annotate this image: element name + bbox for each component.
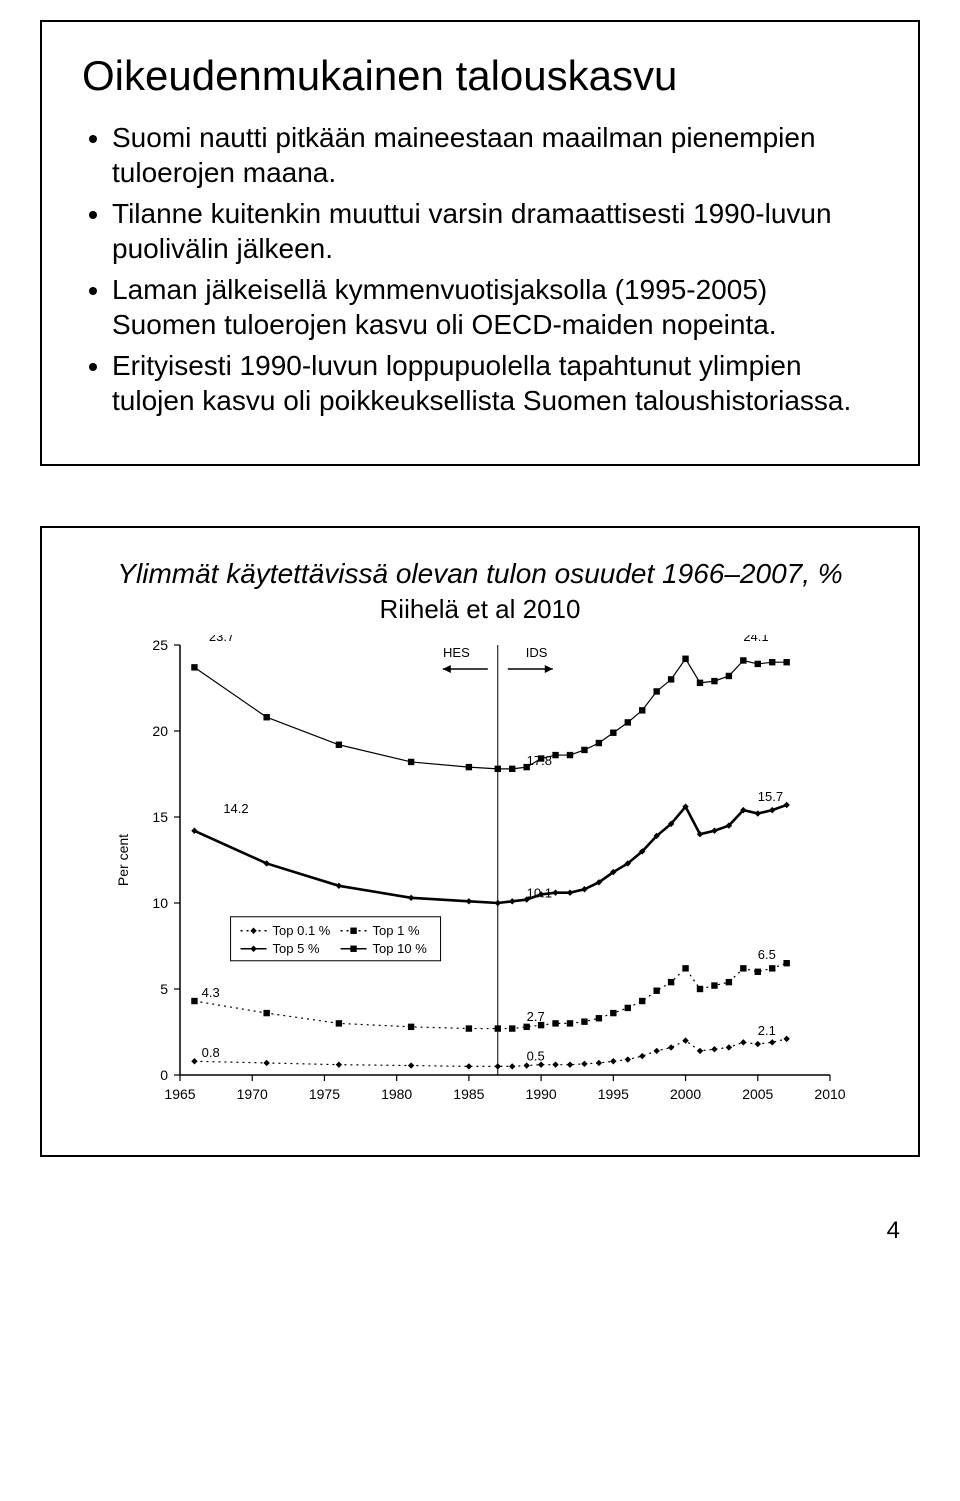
page-number: 4	[0, 1217, 900, 1245]
svg-text:1965: 1965	[164, 1086, 195, 1102]
svg-text:1985: 1985	[453, 1086, 484, 1102]
svg-text:Per cent: Per cent	[115, 834, 131, 886]
svg-text:Top 1 %: Top 1 %	[373, 923, 420, 938]
svg-text:23.7: 23.7	[209, 635, 234, 644]
svg-text:15: 15	[152, 809, 168, 825]
svg-text:1975: 1975	[309, 1086, 340, 1102]
svg-text:Top 0.1 %: Top 0.1 %	[273, 923, 331, 938]
svg-text:4.3: 4.3	[202, 985, 220, 1000]
bullet-item: Tilanne kuitenkin muuttui varsin dramaat…	[112, 196, 878, 266]
chart-subtitle: Riihelä et al 2010	[82, 594, 878, 625]
svg-text:1995: 1995	[598, 1086, 629, 1102]
slide-1: Oikeudenmukainen talouskasvu Suomi nautt…	[40, 20, 920, 466]
svg-text:1980: 1980	[381, 1086, 412, 1102]
svg-text:2005: 2005	[742, 1086, 773, 1102]
svg-text:5: 5	[160, 981, 168, 997]
svg-text:2010: 2010	[814, 1086, 845, 1102]
svg-text:20: 20	[152, 723, 168, 739]
income-share-chart: 0 5 10 15 20 25 1965 1970 1975 1980 1985 1990 1995 20…	[110, 635, 850, 1115]
svg-text:HES: HES	[443, 645, 470, 660]
svg-text:IDS: IDS	[526, 645, 548, 660]
svg-text:10: 10	[152, 895, 168, 911]
svg-text:0.5: 0.5	[527, 1049, 545, 1064]
svg-text:15.7: 15.7	[758, 789, 783, 804]
bullet-list: Suomi nautti pitkään maineestaan maailma…	[82, 120, 878, 418]
svg-text:0.8: 0.8	[202, 1045, 220, 1060]
svg-text:2.7: 2.7	[527, 1009, 545, 1024]
slide-title: Oikeudenmukainen talouskasvu	[82, 52, 878, 100]
chart-title: Ylimmät käytettävissä olevan tulon osuud…	[82, 558, 878, 590]
bullet-item: Erityisesti 1990-luvun loppupuolella tap…	[112, 348, 878, 418]
svg-text:0: 0	[160, 1067, 168, 1083]
svg-text:Top 5 %: Top 5 %	[273, 941, 320, 956]
svg-text:2000: 2000	[670, 1086, 701, 1102]
svg-text:24.1: 24.1	[743, 635, 768, 644]
svg-text:25: 25	[152, 637, 168, 653]
svg-text:17.8: 17.8	[527, 753, 552, 768]
svg-text:1990: 1990	[526, 1086, 557, 1102]
bullet-item: Laman jälkeisellä kymmenvuotisjaksolla (…	[112, 272, 878, 342]
svg-text:Top 10 %: Top 10 %	[373, 941, 428, 956]
svg-text:10.1: 10.1	[527, 885, 552, 900]
svg-text:1970: 1970	[237, 1086, 268, 1102]
bullet-item: Suomi nautti pitkään maineestaan maailma…	[112, 120, 878, 190]
svg-text:6.5: 6.5	[758, 947, 776, 962]
slide-2: Ylimmät käytettävissä olevan tulon osuud…	[40, 526, 920, 1157]
svg-text:2.1: 2.1	[758, 1023, 776, 1038]
svg-text:14.2: 14.2	[223, 801, 248, 816]
